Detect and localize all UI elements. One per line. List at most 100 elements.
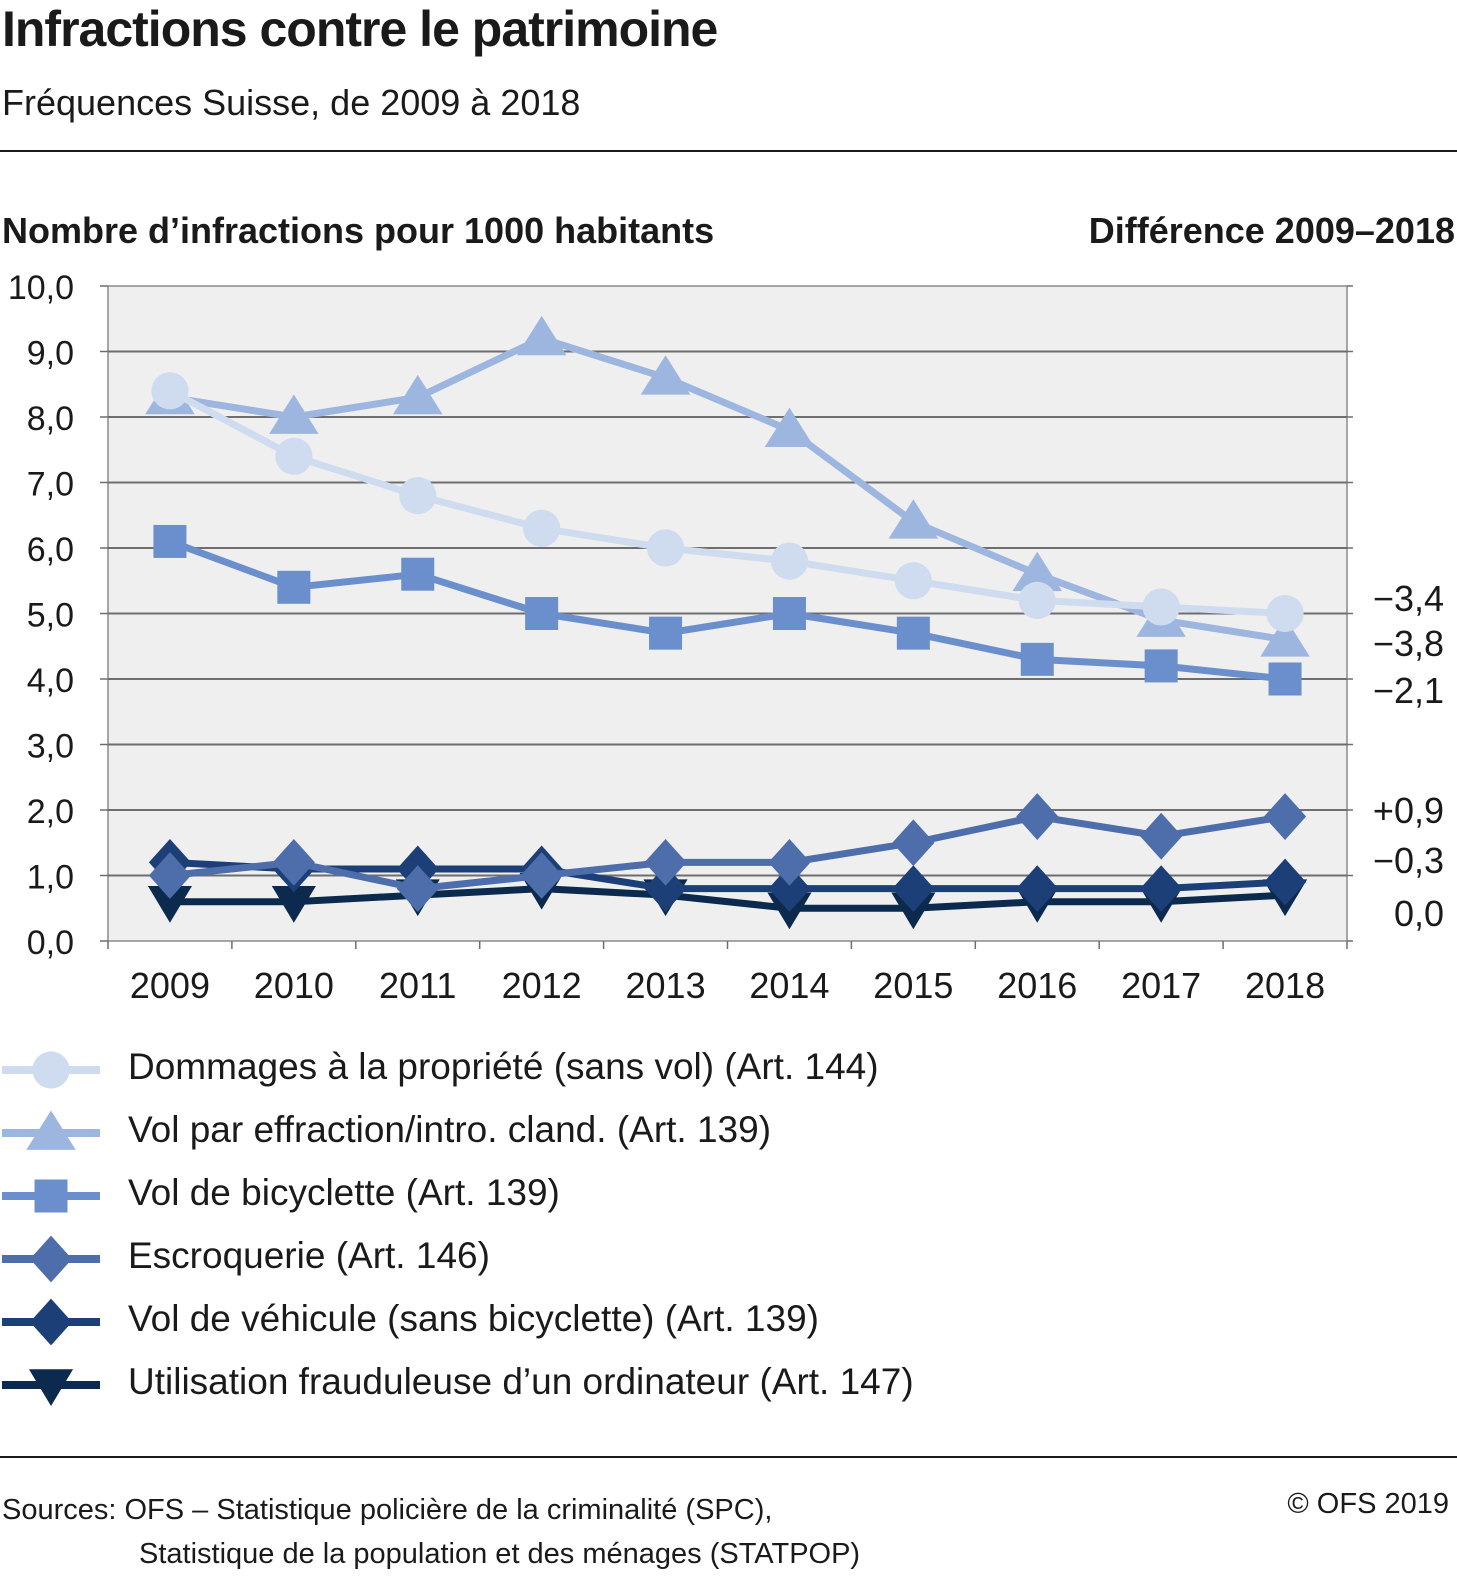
data-point: [277, 570, 311, 604]
y-tick-label: 6,0: [27, 531, 74, 569]
y-tick-label: 7,0: [27, 466, 74, 504]
difference-value: −3,8: [1373, 623, 1444, 664]
legend-label: Dommages à la propriété (sans vol) (Art.…: [128, 1046, 879, 1087]
legend-marker: [32, 1051, 70, 1089]
data-point: [892, 819, 935, 867]
chart-title: Infractions contre le patrimoine: [2, 1, 718, 57]
legend-swatch: [2, 1369, 100, 1406]
difference-value: −3,4: [1373, 578, 1444, 619]
data-point: [888, 499, 939, 539]
data-point: [772, 597, 806, 630]
data-point: [764, 407, 815, 447]
difference-value: +0,9: [1373, 790, 1444, 831]
data-point: [1140, 812, 1183, 860]
x-tick-label: 2011: [379, 965, 456, 1006]
line-chart: 0,0 1,0 2,0 3,0 4,0 5,0 6,0 7,0 8,0 9,0 10,0 2009 20…: [8, 269, 1444, 1006]
data-point: [523, 509, 561, 547]
data-point: [525, 597, 559, 630]
data-point: [896, 616, 930, 650]
legend-label: Vol par effraction/intro. cland. (Art. 1…: [128, 1109, 772, 1150]
y-tick-label: 5,0: [27, 597, 74, 635]
legend-marker: [34, 1179, 68, 1213]
x-tick-label: 2018: [1245, 965, 1325, 1006]
data-point: [1018, 581, 1056, 620]
legend-swatch: [2, 1051, 100, 1089]
x-tick-label: 2012: [502, 965, 582, 1006]
bottom-divider: [0, 1456, 1457, 1458]
y-tick-label: 0,0: [27, 924, 74, 962]
data-point: [516, 315, 567, 356]
legend-marker: [26, 1110, 76, 1150]
y-tick-label: 8,0: [27, 400, 74, 438]
x-tick-label: 2013: [626, 965, 706, 1006]
legend-item: Utilisation frauduleuse d’un ordinateur …: [0, 1357, 1200, 1417]
data-point: [1266, 594, 1304, 633]
data-point: [1020, 642, 1054, 676]
legend-marker: [29, 1235, 73, 1283]
x-tick-label: 2009: [130, 965, 210, 1006]
legend-item: Dommages à la propriété (sans vol) (Art.…: [0, 1042, 1200, 1102]
legend-label: Escroquerie (Art. 146): [128, 1235, 490, 1276]
series-line: [169, 334, 1286, 644]
x-tick-label: 2014: [749, 965, 829, 1006]
data-point: [892, 865, 935, 912]
legend-marker: [28, 1369, 74, 1406]
data-point: [770, 542, 809, 580]
y-tick-label: 4,0: [27, 662, 74, 700]
data-point: [401, 557, 435, 591]
legend-item: Vol par effraction/intro. cland. (Art. 1…: [0, 1105, 1200, 1165]
legend-label: Vol de bicyclette (Art. 139): [128, 1172, 560, 1213]
data-point: [644, 839, 687, 886]
data-point: [644, 865, 687, 912]
data-point: [393, 374, 443, 415]
data-point: [1144, 649, 1178, 683]
source-line-1: Sources: OFS – Statistique policière de …: [2, 1494, 773, 1526]
data-point: [768, 839, 811, 886]
data-point: [894, 562, 932, 600]
legend-swatch: [2, 1110, 100, 1150]
data-point: [396, 865, 439, 912]
legend-item: Escroquerie (Art. 146): [0, 1231, 1200, 1291]
source-line-2: Statistique de la population et des ména…: [139, 1538, 861, 1570]
difference-title: Différence 2009–2018: [1088, 210, 1455, 251]
copyright: © OFS 2019: [1287, 1488, 1449, 1520]
data-point: [1016, 793, 1059, 840]
series-line: [168, 538, 1286, 683]
source-note: Sources: OFS – Statistique policière de …: [2, 1488, 860, 1576]
difference-value: −0,3: [1373, 840, 1444, 881]
chart-subtitle: Fréquences Suisse, de 2009 à 2018: [2, 82, 581, 123]
data-point: [768, 865, 811, 912]
y-tick-label: 1,0: [27, 859, 74, 897]
legend-item: Vol de bicyclette (Art. 139): [0, 1168, 1200, 1228]
data-point: [649, 616, 683, 650]
legend-swatch: [2, 1298, 100, 1346]
data-point: [153, 524, 187, 558]
difference-value: −2,1: [1373, 670, 1444, 711]
x-tick-label: 2016: [997, 965, 1077, 1006]
data-point: [640, 355, 691, 395]
x-tick-label: 2017: [1121, 965, 1201, 1006]
series-line: [169, 813, 1286, 893]
data-point: [147, 885, 192, 923]
y-tick-label: 2,0: [27, 793, 74, 831]
data-point: [272, 839, 315, 886]
y-axis-title: Nombre d’infractions pour 1000 habitants: [2, 210, 715, 251]
data-point: [1260, 617, 1310, 657]
data-point: [1140, 865, 1183, 912]
legend-swatch: [2, 1235, 100, 1283]
legend-label: Vol de véhicule (sans bicyclette) (Art. …: [128, 1298, 819, 1339]
data-point: [275, 437, 313, 475]
data-point: [1268, 662, 1302, 696]
data-point: [399, 477, 437, 515]
legend-swatch: [2, 1179, 100, 1213]
legend-item: Vol de véhicule (sans bicyclette) (Art. …: [0, 1294, 1200, 1354]
x-tick-label: 2010: [254, 965, 334, 1006]
series-line: [168, 387, 1286, 617]
data-point: [1016, 865, 1059, 912]
legend-marker: [29, 1298, 73, 1346]
data-point: [269, 394, 319, 434]
series-line: [169, 885, 1286, 912]
series-line: [169, 858, 1286, 893]
difference-value: 0,0: [1394, 893, 1444, 934]
data-point: [520, 852, 563, 899]
